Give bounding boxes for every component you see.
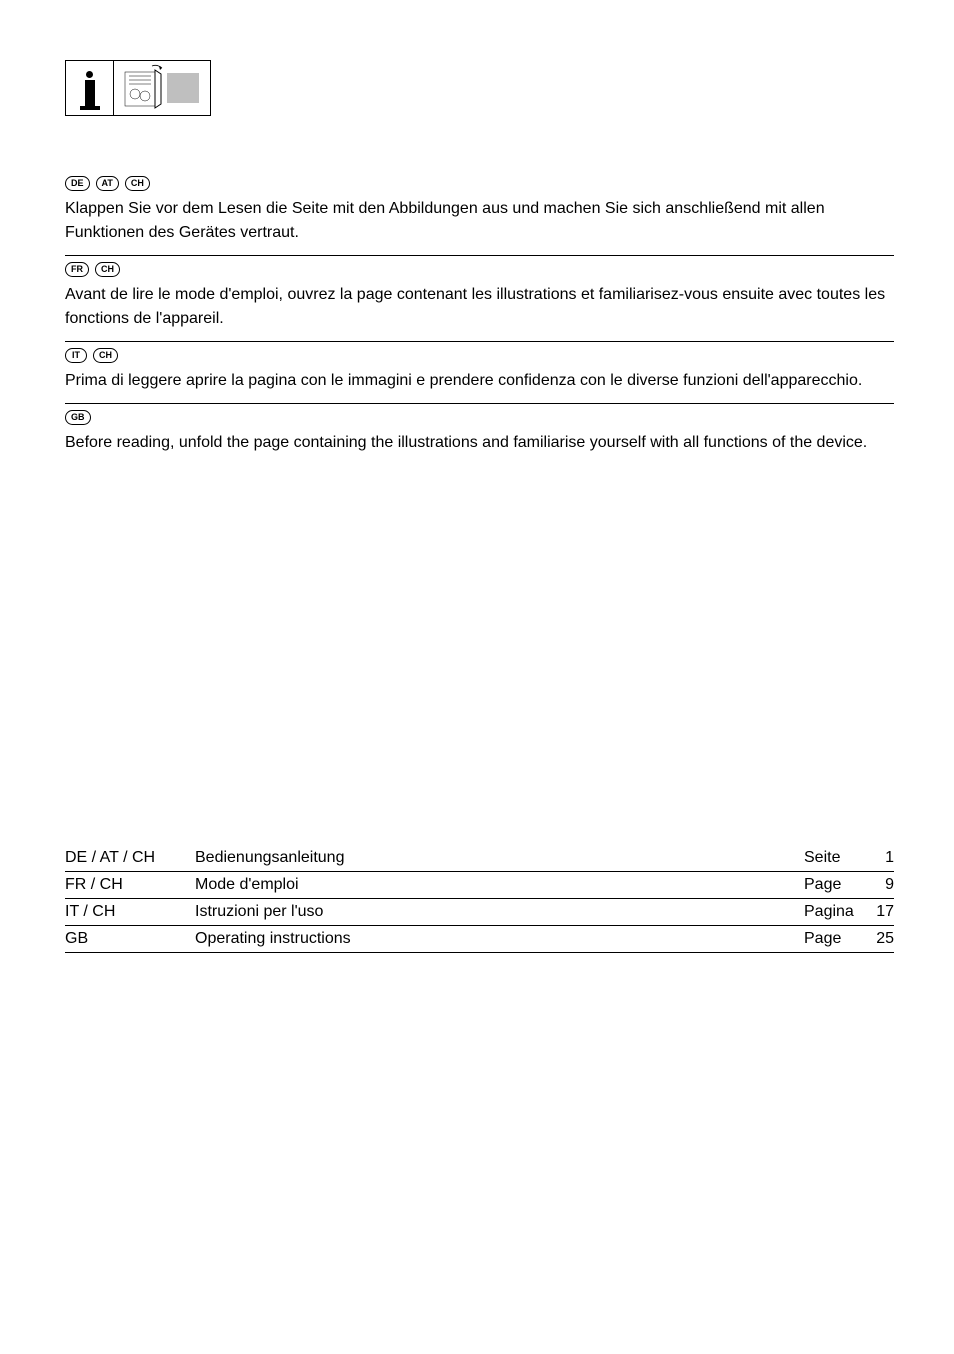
toc-lang: DE / AT / CH: [65, 849, 195, 867]
info-icon: [85, 71, 95, 106]
toc-lang: GB: [65, 930, 195, 948]
info-icon-cell: [66, 61, 114, 115]
info-icon-box: [65, 60, 211, 116]
badge: IT: [65, 348, 87, 363]
badge: AT: [96, 176, 119, 191]
section-text: Before reading, unfold the page containi…: [65, 431, 894, 455]
toc-row: IT / CH Istruzioni per l'uso Pagina 17: [65, 899, 894, 926]
toc-pagelabel: Page: [804, 930, 864, 948]
section-text: Prima di leggere aprire la pagina con le…: [65, 369, 894, 393]
toc-row: GB Operating instructions Page 25: [65, 926, 894, 953]
lang-section-it: IT CH Prima di leggere aprire la pagina …: [65, 341, 894, 393]
lang-section-fr: FR CH Avant de lire le mode d'emploi, ou…: [65, 255, 894, 331]
toc-pagenum: 9: [864, 876, 894, 894]
toc-pagelabel: Pagina: [804, 903, 864, 921]
section-text: Klappen Sie vor dem Lesen die Seite mit …: [65, 197, 894, 245]
unfold-icon: [117, 64, 207, 112]
toc-pagenum: 1: [864, 849, 894, 867]
badges-row: DE AT CH: [65, 176, 894, 191]
toc-pagenum: 17: [864, 903, 894, 921]
badges-row: GB: [65, 410, 894, 425]
toc-row: FR / CH Mode d'emploi Page 9: [65, 872, 894, 899]
toc-lang: FR / CH: [65, 876, 195, 894]
table-of-contents: DE / AT / CH Bedienungsanleitung Seite 1…: [65, 845, 894, 953]
badges-row: FR CH: [65, 262, 894, 277]
lang-section-de: DE AT CH Klappen Sie vor dem Lesen die S…: [65, 176, 894, 245]
badge: FR: [65, 262, 89, 277]
badges-row: IT CH: [65, 348, 894, 363]
toc-title: Operating instructions: [195, 930, 804, 948]
badge: CH: [95, 262, 120, 277]
badge: GB: [65, 410, 91, 425]
toc-row: DE / AT / CH Bedienungsanleitung Seite 1: [65, 845, 894, 872]
section-text: Avant de lire le mode d'emploi, ouvrez l…: [65, 283, 894, 331]
toc-title: Istruzioni per l'uso: [195, 903, 804, 921]
toc-pagelabel: Page: [804, 876, 864, 894]
badge: DE: [65, 176, 90, 191]
toc-pagenum: 25: [864, 930, 894, 948]
badge: CH: [125, 176, 150, 191]
badge: CH: [93, 348, 118, 363]
toc-title: Mode d'emploi: [195, 876, 804, 894]
unfold-illustration: [114, 61, 210, 115]
lang-section-gb: GB Before reading, unfold the page conta…: [65, 403, 894, 455]
toc-title: Bedienungsanleitung: [195, 849, 804, 867]
toc-lang: IT / CH: [65, 903, 195, 921]
toc-pagelabel: Seite: [804, 849, 864, 867]
